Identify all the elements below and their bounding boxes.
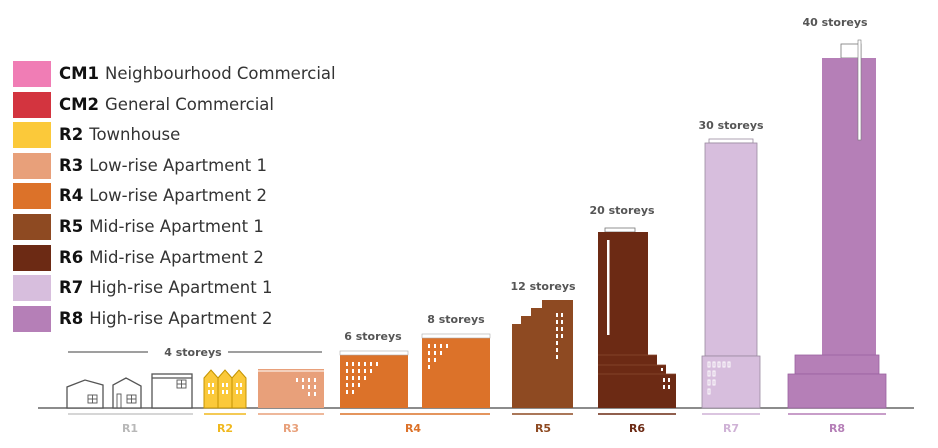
r5-building-12-storeys: [512, 300, 573, 408]
zone-label-r3: R3: [283, 422, 299, 435]
legend-code: R2: [59, 125, 84, 145]
legend-item-r6: R6 Mid-rise Apartment 2: [13, 242, 343, 273]
legend-item-r4: R4 Low-rise Apartment 2: [13, 180, 343, 211]
legend-code: CM1: [59, 64, 100, 83]
legend-label: Mid-rise Apartment 2: [89, 247, 264, 267]
legend-item-cm1: CM1 Neighbourhood Commercial: [13, 58, 343, 89]
r1-house-2: [112, 377, 142, 409]
r4-building-6-storeys: [339, 350, 409, 408]
r1-house-3: [151, 373, 193, 409]
r4-6-body: [340, 351, 408, 408]
r8-tower: [822, 58, 876, 355]
legend-label: Townhouse: [89, 125, 181, 145]
r7-tower: [704, 142, 758, 357]
legend-item-cm2: CM2 General Commercial: [13, 89, 343, 120]
legend-code: R4: [59, 186, 84, 206]
swatch-r6: [13, 244, 51, 271]
legend-label: High-rise Apartment 2: [89, 308, 273, 328]
r2-townhouse-2: [217, 369, 233, 409]
r1-windows: [87, 379, 187, 409]
legend-code: R5: [59, 216, 84, 236]
zone-label-r4: R4: [405, 422, 421, 435]
height-label-6-storeys: 6 storeys: [344, 330, 402, 343]
legend-code: CM2: [59, 94, 100, 114]
legend: CM1 Neighbourhood Commercial CM2 General C…: [13, 58, 343, 333]
legend-code: R6: [59, 247, 84, 267]
legend-label: Neighbourhood Commercial: [105, 64, 336, 83]
r4-8-body: [422, 334, 490, 408]
height-label-20-storeys: 20 storeys: [589, 204, 655, 217]
legend-item-r2: R2 Townhouse: [13, 119, 343, 150]
legend-label: High-rise Apartment 1: [89, 278, 273, 298]
r1-house-1: [66, 379, 104, 409]
swatch-r4: [13, 183, 51, 210]
r2-windows: [208, 383, 242, 394]
zone-label-r8: R8: [829, 422, 845, 435]
legend-code: R8: [59, 308, 84, 328]
legend-label: General Commercial: [105, 94, 274, 114]
legend-item-r8: R8 High-rise Apartment 2: [13, 303, 343, 334]
height-label-12-storeys: 12 storeys: [510, 280, 576, 293]
r8-podium-lower: [787, 373, 887, 409]
legend-item-r3: R3 Low-rise Apartment 1: [13, 150, 343, 181]
zone-label-r7: R7: [723, 422, 739, 435]
height-label-4-storeys: 4 storeys: [164, 346, 222, 359]
height-label-40-storeys: 40 storeys: [802, 16, 868, 29]
swatch-r7: [13, 275, 51, 302]
legend-label: Low-rise Apartment 2: [89, 186, 268, 206]
r8-building-40-storeys: [787, 39, 887, 409]
r8-podium-upper: [794, 354, 880, 375]
swatch-r2: [13, 122, 51, 149]
zone-labels: R1 R2 R3 R4 R5 R6 R7 R8: [68, 413, 886, 435]
zone-label-r2: R2: [217, 422, 233, 435]
legend-item-r5: R5 Mid-rise Apartment 1: [13, 211, 343, 242]
legend-item-r7: R7 High-rise Apartment 1: [13, 272, 343, 303]
r3-body: [258, 369, 324, 408]
r2-townhouse-3: [231, 369, 247, 409]
height-label-30-storeys: 30 storeys: [698, 119, 764, 132]
r2-townhouses: [203, 369, 247, 409]
r1-buildings: [66, 373, 193, 409]
legend-label: Mid-rise Apartment 1: [89, 216, 264, 236]
swatch-cm2: [13, 91, 51, 118]
legend-code: R7: [59, 278, 84, 298]
zone-label-r5: R5: [535, 422, 551, 435]
swatch-r8: [13, 305, 51, 332]
r6-body: [598, 232, 676, 408]
r2-townhouse-1: [203, 369, 219, 409]
legend-label: Low-rise Apartment 1: [89, 155, 268, 175]
legend-code: R3: [59, 155, 84, 175]
height-label-8-storeys: 8 storeys: [427, 313, 485, 326]
r4-building-8-storeys: [421, 333, 491, 408]
r3-building: [258, 369, 324, 408]
swatch-r5: [13, 213, 51, 240]
zone-label-r1: R1: [122, 422, 138, 435]
swatch-r3: [13, 152, 51, 179]
r7-podium: [701, 355, 761, 409]
zone-label-r6: R6: [629, 422, 645, 435]
r5-body: [512, 300, 573, 408]
r6-building-20-storeys: [598, 227, 676, 408]
swatch-cm1: [13, 61, 51, 87]
r7-building-30-storeys: [701, 138, 761, 409]
